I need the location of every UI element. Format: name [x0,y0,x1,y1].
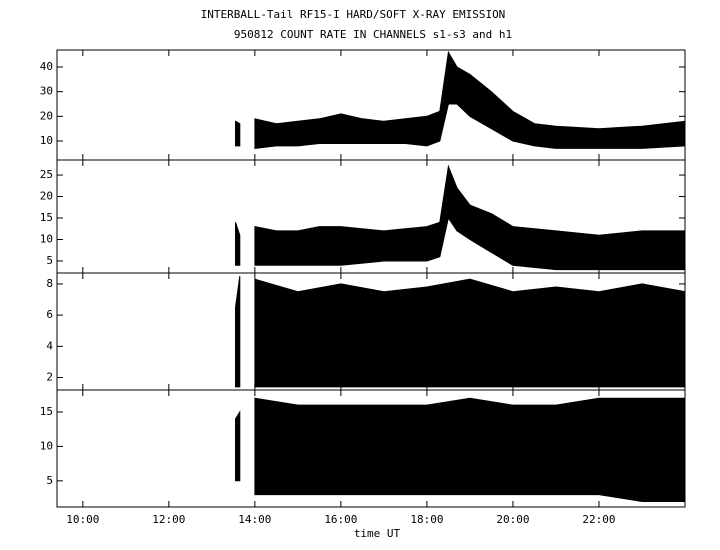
x-tick-label: 12:00 [152,513,185,526]
signal-band [254,50,686,149]
x-tick-label: 10:00 [66,513,99,526]
signal-band [235,120,241,147]
y-tick-label: 30 [40,85,53,98]
y-tick-label: 10 [40,439,53,452]
chart-title: INTERBALL-Tail RF15-I HARD/SOFT X-RAY EM… [201,8,506,21]
y-tick-label: 5 [46,254,53,267]
y-tick-label: 10 [40,232,53,245]
signal-band [235,222,241,266]
y-tick-label: 20 [40,109,53,122]
y-tick-label: 10 [40,134,53,147]
signal-band [254,278,686,388]
signal-band [254,397,686,502]
x-axis-label: time UT [354,527,401,540]
y-tick-label: 2 [46,371,53,384]
y-tick-label: 6 [46,308,53,321]
y-tick-label: 8 [46,277,53,290]
y-tick-label: 20 [40,190,53,203]
chart-subtitle: 950812 COUNT RATE IN CHANNELS s1-s3 and … [234,28,512,41]
y-tick-label: 5 [46,474,53,487]
x-tick-label: 14:00 [238,513,271,526]
y-tick-label: 4 [46,339,53,352]
signal-band [235,276,241,388]
x-tick-label: 16:00 [324,513,357,526]
signal-band [235,410,241,482]
y-tick-label: 25 [40,168,53,181]
x-tick-label: 22:00 [582,513,615,526]
x-tick-label: 18:00 [410,513,443,526]
y-tick-label: 15 [40,405,53,418]
signal-band [254,164,686,271]
y-tick-label: 15 [40,211,53,224]
x-tick-label: 20:00 [496,513,529,526]
y-tick-label: 40 [40,60,53,73]
